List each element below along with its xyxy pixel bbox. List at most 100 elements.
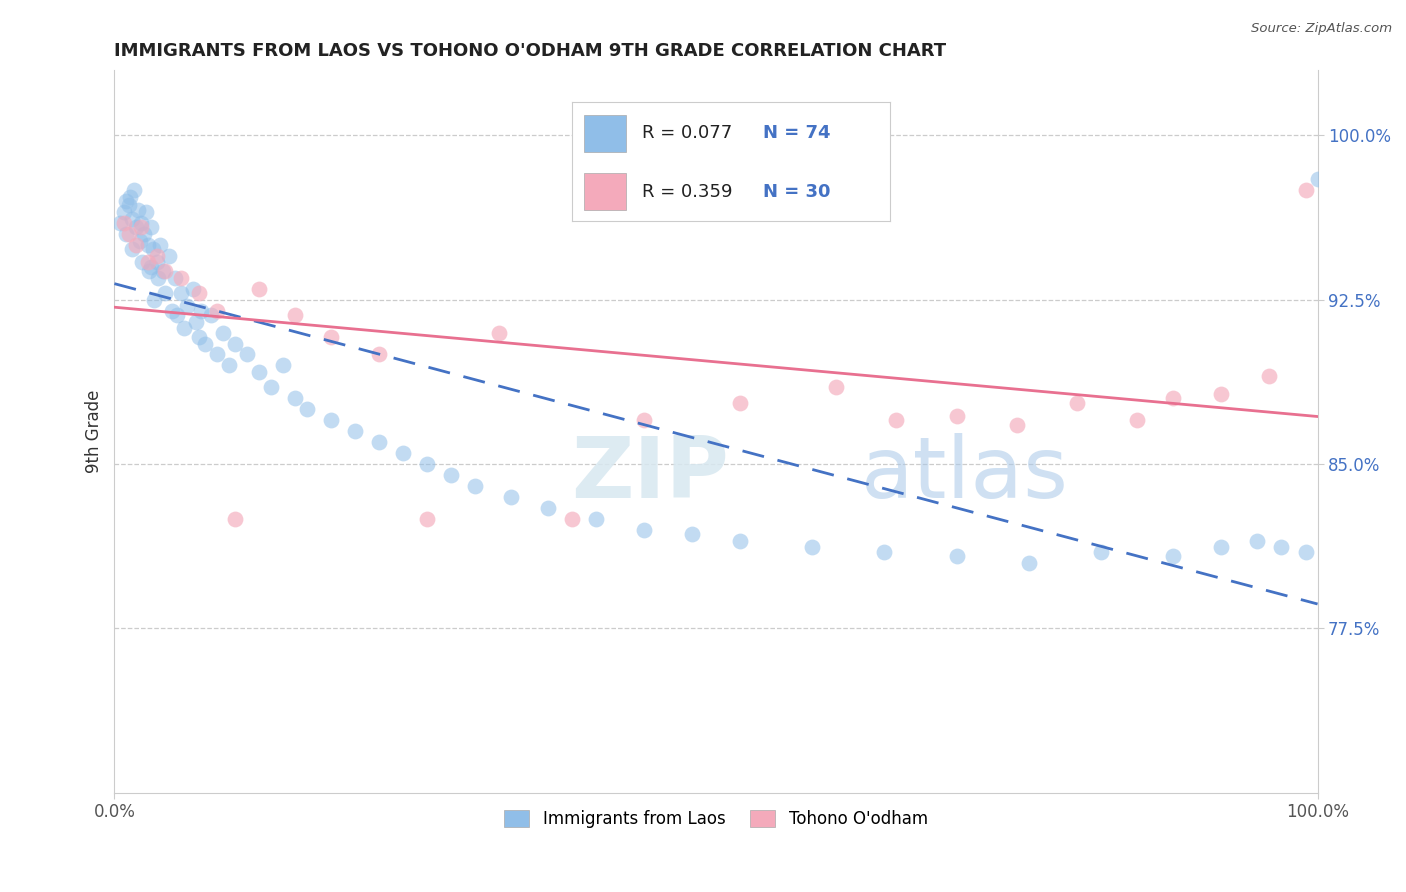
Point <box>344 424 367 438</box>
Point <box>1295 183 1317 197</box>
Point <box>139 220 162 235</box>
Point <box>149 238 172 252</box>
Point <box>129 216 152 230</box>
Point <box>1306 172 1329 186</box>
Point <box>138 264 160 278</box>
Point <box>169 286 191 301</box>
Point <box>118 190 141 204</box>
Text: atlas: atlas <box>860 433 1069 516</box>
Point <box>236 347 259 361</box>
Point <box>368 435 391 450</box>
Point <box>728 533 751 548</box>
Point <box>1161 392 1184 406</box>
Point <box>1211 387 1233 401</box>
Point <box>1066 395 1088 409</box>
Point <box>125 238 148 252</box>
Point <box>368 347 391 361</box>
Point <box>143 293 166 307</box>
Point <box>1246 533 1268 548</box>
Point <box>194 336 217 351</box>
Point <box>157 249 180 263</box>
Point <box>211 326 233 340</box>
Point <box>121 211 143 226</box>
Point <box>1126 413 1149 427</box>
Point <box>536 500 558 515</box>
Point <box>181 282 204 296</box>
Point <box>187 286 209 301</box>
Point <box>416 457 439 471</box>
Point <box>247 365 270 379</box>
Point <box>145 249 167 263</box>
Point <box>561 512 583 526</box>
Point <box>224 512 246 526</box>
Point <box>146 270 169 285</box>
Point <box>464 479 486 493</box>
Point <box>501 490 523 504</box>
Text: ZIP: ZIP <box>572 433 730 516</box>
Point <box>1005 417 1028 432</box>
Point <box>416 512 439 526</box>
Point <box>200 308 222 322</box>
Point <box>128 234 150 248</box>
Point <box>945 409 967 423</box>
Point <box>115 227 138 241</box>
Point <box>295 402 318 417</box>
Point <box>160 303 183 318</box>
Point <box>129 220 152 235</box>
Point <box>153 286 176 301</box>
Point <box>112 205 135 219</box>
Point <box>271 359 294 373</box>
Point <box>190 303 212 318</box>
Point <box>247 282 270 296</box>
Point <box>205 303 228 318</box>
Point <box>319 413 342 427</box>
Y-axis label: 9th Grade: 9th Grade <box>86 390 103 473</box>
Point <box>440 467 463 482</box>
Point <box>127 202 149 217</box>
Point <box>319 330 342 344</box>
Point <box>873 544 896 558</box>
Point <box>145 255 167 269</box>
Point <box>110 216 132 230</box>
Point <box>139 260 162 274</box>
Point <box>284 392 307 406</box>
Point <box>118 198 141 212</box>
Point <box>1295 544 1317 558</box>
Point <box>169 270 191 285</box>
Point <box>134 227 156 241</box>
Point <box>585 512 607 526</box>
Point <box>152 264 174 278</box>
Point <box>1018 556 1040 570</box>
Point <box>112 216 135 230</box>
Point <box>488 326 510 340</box>
Point <box>728 395 751 409</box>
Point <box>801 541 824 555</box>
Point <box>945 549 967 563</box>
Point <box>136 255 159 269</box>
Point <box>142 242 165 256</box>
Point <box>633 413 655 427</box>
Legend: Immigrants from Laos, Tohono O'odham: Immigrants from Laos, Tohono O'odham <box>498 804 935 835</box>
Point <box>392 446 415 460</box>
Point <box>1090 544 1112 558</box>
Point <box>1211 541 1233 555</box>
Point <box>136 238 159 252</box>
Point <box>1258 369 1281 384</box>
Point <box>166 308 188 322</box>
Point <box>886 413 908 427</box>
Point <box>176 299 198 313</box>
Text: Source: ZipAtlas.com: Source: ZipAtlas.com <box>1251 22 1392 36</box>
Point <box>153 264 176 278</box>
Point <box>121 242 143 256</box>
Point <box>118 227 141 241</box>
Point <box>224 336 246 351</box>
Point <box>122 183 145 197</box>
Point <box>135 205 157 219</box>
Point <box>205 347 228 361</box>
Point <box>260 380 283 394</box>
Point <box>131 255 153 269</box>
Point <box>218 359 240 373</box>
Point <box>633 523 655 537</box>
Point <box>125 220 148 235</box>
Text: IMMIGRANTS FROM LAOS VS TOHONO O'ODHAM 9TH GRADE CORRELATION CHART: IMMIGRANTS FROM LAOS VS TOHONO O'ODHAM 9… <box>114 42 946 60</box>
